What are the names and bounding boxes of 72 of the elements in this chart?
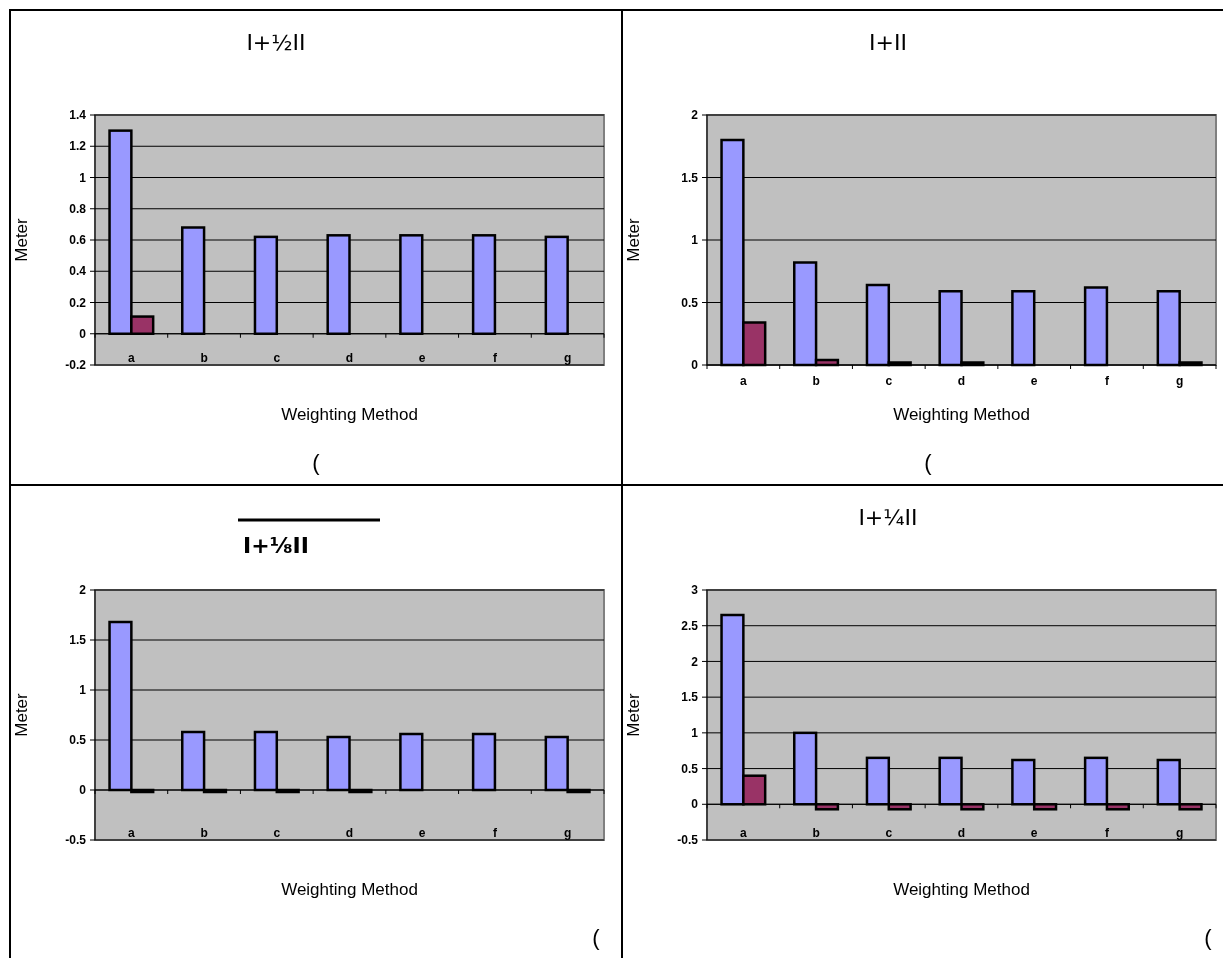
y-axis-title: Meter — [624, 692, 643, 737]
y-tick-label: 1.5 — [69, 633, 87, 648]
x-tick-label: b — [812, 826, 820, 840]
y-tick-label: 0.5 — [681, 761, 699, 776]
y-tick-label: 0 — [79, 783, 87, 798]
x-tick-label: d — [957, 826, 966, 840]
x-axis-title: Weighting Method — [893, 405, 1030, 424]
y-tick-label: 0.8 — [69, 201, 87, 216]
y-tick-label: 0 — [79, 326, 87, 341]
y-tick-label: 0.6 — [69, 233, 87, 248]
y-tick-label: -0.5 — [65, 833, 87, 848]
y-tick-label: 1 — [79, 170, 87, 185]
x-tick-label: e — [418, 351, 426, 365]
y-tick-label: 0 — [691, 358, 699, 373]
x-tick-label: a — [128, 351, 136, 365]
x-tick-label: a — [128, 826, 136, 840]
x-tick-label: a — [740, 374, 748, 388]
text: ( — [592, 925, 601, 950]
x-tick-label: f — [1104, 826, 1110, 840]
y-tick-label: 0.2 — [69, 295, 87, 310]
y-tick-label: 1 — [691, 233, 699, 248]
y-tick-label: 1.4 — [69, 108, 87, 123]
x-tick-label: c — [885, 826, 893, 840]
x-tick-label: a — [740, 826, 748, 840]
y-tick-label: 1.5 — [681, 170, 699, 185]
chart-title: I+¼II — [858, 505, 918, 530]
y-tick-label: 2 — [691, 108, 699, 123]
x-tick-label: f — [492, 826, 498, 840]
x-tick-label: b — [200, 826, 208, 840]
y-tick-label: 1 — [79, 683, 87, 698]
x-tick-label: d — [345, 351, 354, 365]
x-tick-label: f — [492, 351, 498, 365]
y-axis-title: Meter — [624, 217, 643, 262]
x-tick-label: b — [200, 351, 208, 365]
x-tick-label: b — [812, 374, 820, 388]
x-tick-label: d — [957, 374, 966, 388]
x-tick-label: c — [885, 374, 893, 388]
x-tick-label: c — [273, 351, 281, 365]
y-tick-label: 2.5 — [681, 618, 699, 633]
chart-title: I+½II — [246, 30, 306, 55]
x-tick-label: e — [1030, 374, 1038, 388]
x-tick-label: g — [1175, 826, 1184, 840]
y-axis-title: Meter — [12, 692, 31, 737]
chart-title: I+II — [869, 30, 907, 55]
y-tick-label: 2 — [691, 654, 699, 669]
x-tick-label: c — [273, 826, 281, 840]
x-axis-title: Weighting Method — [281, 880, 418, 899]
y-tick-label: 2 — [79, 583, 87, 598]
x-tick-label: e — [418, 826, 426, 840]
y-tick-label: -0.5 — [677, 833, 699, 848]
x-tick-label: g — [563, 351, 572, 365]
y-tick-label: 0 — [691, 797, 699, 812]
x-tick-label: d — [345, 826, 354, 840]
y-tick-label: 1.2 — [69, 139, 87, 154]
y-tick-label: 0.5 — [681, 295, 699, 310]
y-tick-label: 1 — [691, 726, 699, 741]
y-tick-label: 1.5 — [681, 690, 699, 705]
x-axis-title: Weighting Method — [281, 405, 418, 424]
text: ( — [924, 450, 933, 475]
chart-title: I+⅛II — [243, 533, 309, 558]
x-tick-label: g — [1175, 374, 1184, 388]
y-tick-label: 0.4 — [69, 264, 87, 279]
y-tick-label: 3 — [691, 583, 699, 598]
x-tick-label: g — [563, 826, 572, 840]
text: ( — [312, 450, 321, 475]
y-axis-title: Meter — [12, 217, 31, 262]
x-axis-title: Weighting Method — [893, 880, 1030, 899]
y-tick-label: -0.2 — [65, 358, 87, 373]
x-tick-label: e — [1030, 826, 1038, 840]
y-tick-label: 0.5 — [69, 733, 87, 748]
text: ( — [1204, 925, 1213, 950]
x-tick-label: f — [1104, 374, 1110, 388]
